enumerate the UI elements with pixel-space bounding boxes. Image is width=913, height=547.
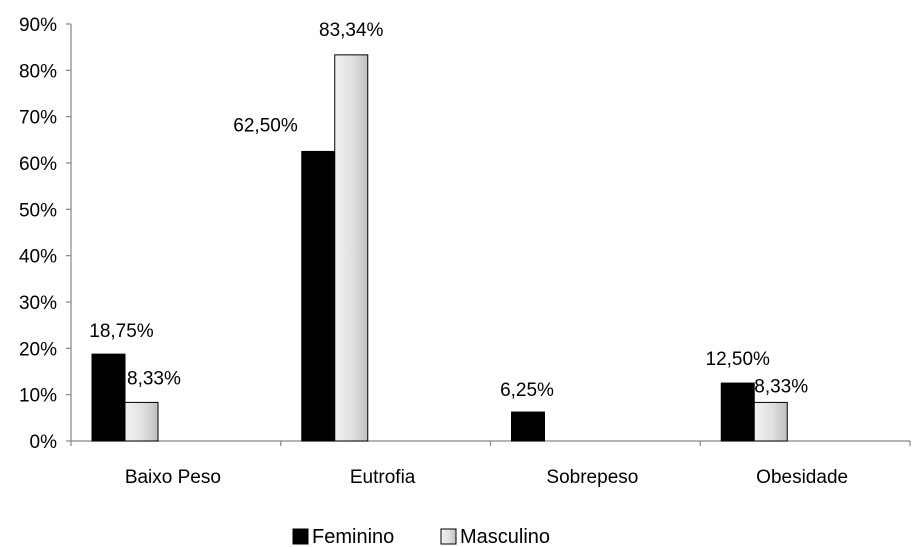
y-tick-label: 40% [19, 247, 57, 268]
bar-feminino-1 [301, 150, 336, 442]
data-label-masculino-0: 8,33% [127, 368, 181, 389]
y-tick-label: 80% [19, 61, 57, 82]
y-tick-label: 50% [19, 200, 57, 221]
y-tick-label: 90% [19, 15, 57, 36]
data-label-feminino-2: 6,25% [500, 380, 554, 401]
legend: Feminino Masculino [292, 526, 550, 547]
y-tick-label: 10% [19, 386, 57, 407]
bar-masculino-1 [334, 54, 369, 442]
category-label: Eutrofia [350, 467, 416, 488]
bar-masculino-0 [124, 401, 159, 442]
y-tick-label: 20% [19, 339, 57, 360]
y-tick-label: 30% [19, 293, 57, 314]
legend-label-feminino: Feminino [312, 526, 394, 547]
y-tick-label: 70% [19, 108, 57, 129]
data-label-feminino-0: 18,75% [89, 321, 154, 342]
y-tick-label: 0% [30, 432, 58, 453]
data-label-masculino-3: 8,33% [754, 376, 808, 397]
data-label-feminino-1: 62,50% [233, 115, 298, 136]
data-label-masculino-1: 83,34% [319, 20, 384, 41]
legend-label-masculino: Masculino [460, 526, 550, 547]
y-tick-label: 60% [19, 154, 57, 175]
data-label-feminino-3: 12,50% [706, 349, 771, 370]
category-label: Sobrepeso [546, 467, 638, 488]
legend-swatch-masculino [440, 528, 457, 545]
bar-feminino-0 [91, 353, 126, 442]
category-label: Obesidade [756, 467, 848, 488]
legend-swatch-feminino [292, 528, 309, 545]
bar-feminino-3 [720, 382, 755, 442]
category-label: Baixo Peso [125, 467, 221, 488]
bars [91, 54, 788, 442]
bar-masculino-3 [753, 401, 788, 442]
category-labels: Baixo Peso Eutrofia Sobrepeso Obesidade [70, 441, 911, 488]
bar-feminino-2 [511, 411, 545, 442]
y-axis-tick-labels: 0% 10% 20% 30% 40% 50% 60% 70% 80% 90% [19, 15, 71, 453]
data-labels: 18,75% 62,50% 6,25% 12,50% 8,33% 83,34% 8,33% [89, 20, 808, 401]
